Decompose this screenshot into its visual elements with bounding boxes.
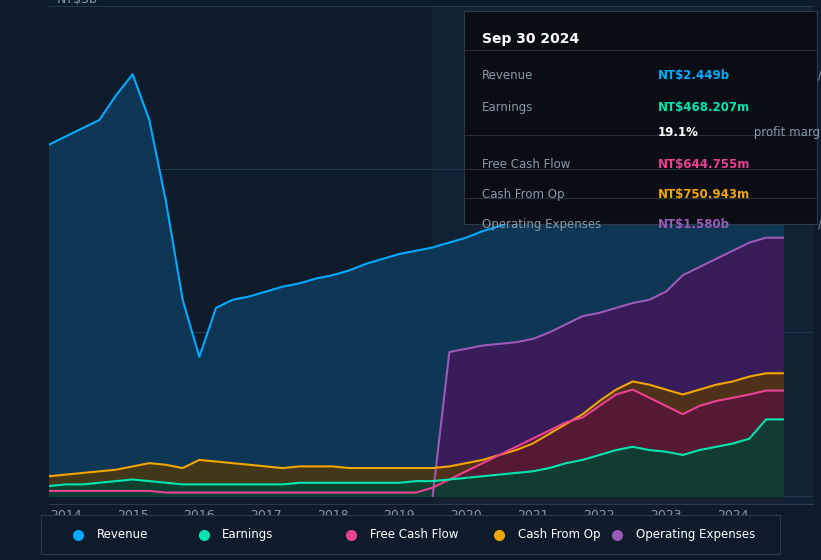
Text: Operating Expenses: Operating Expenses [636,528,755,542]
Text: NT$2.449b: NT$2.449b [658,69,730,82]
Text: NT$1.580b: NT$1.580b [658,218,730,231]
Text: Earnings: Earnings [481,101,533,114]
Text: /yr: /yr [818,218,821,231]
Text: Earnings: Earnings [222,528,273,542]
Text: NT$468.207m: NT$468.207m [658,101,750,114]
Text: NT$3b: NT$3b [57,0,98,6]
Text: Revenue: Revenue [481,69,533,82]
Text: Cash From Op: Cash From Op [481,188,564,201]
Text: NT$750.943m: NT$750.943m [658,188,750,201]
Text: /yr: /yr [818,69,821,82]
Text: Operating Expenses: Operating Expenses [481,218,601,231]
Text: Revenue: Revenue [97,528,148,542]
Text: 19.1%: 19.1% [658,126,699,139]
Text: Sep 30 2024: Sep 30 2024 [481,32,579,46]
Text: NT$0: NT$0 [57,483,90,496]
Text: Cash From Op: Cash From Op [518,528,600,542]
Text: Free Cash Flow: Free Cash Flow [481,158,570,171]
Text: profit margin: profit margin [750,126,821,139]
Bar [433,6,821,504]
Text: Free Cash Flow: Free Cash Flow [370,528,458,542]
Text: NT$644.755m: NT$644.755m [658,158,750,171]
